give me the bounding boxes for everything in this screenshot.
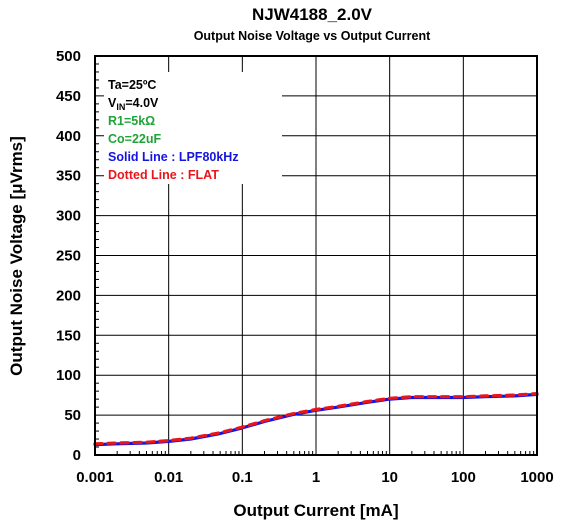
x-tick-label: 0.01 bbox=[154, 469, 183, 486]
x-tick-label: 100 bbox=[451, 469, 476, 486]
x-tick-label: 10 bbox=[381, 469, 398, 486]
y-tick-label: 350 bbox=[56, 168, 81, 185]
y-tick-label: 100 bbox=[56, 367, 81, 384]
annotation-r1: R1=5kΩ bbox=[108, 114, 155, 128]
chart-subtitle: Output Noise Voltage vs Output Current bbox=[194, 29, 431, 43]
annotation-solid-line: Solid Line : LPF80kHz bbox=[108, 150, 239, 164]
annotation-vin-main: V bbox=[108, 96, 117, 110]
plot-frame bbox=[94, 55, 538, 456]
y-tick-label: 200 bbox=[56, 287, 81, 304]
annotation-box: Ta=25ºC VIN=4.0V R1=5kΩ Co=22uF Solid Li… bbox=[104, 72, 282, 184]
annotation-dotted-line: Dotted Line : FLAT bbox=[108, 168, 219, 182]
series-flat-line bbox=[93, 392, 539, 446]
y-tick-labels: 0 50 100 150 200 250 300 350 400 450 500 bbox=[56, 48, 81, 464]
annotation-vin-value: =4.0V bbox=[125, 96, 159, 110]
annotation-temperature: Ta=25ºC bbox=[108, 78, 156, 92]
x-tick-label: 0.1 bbox=[232, 469, 253, 486]
y-tick-label: 500 bbox=[56, 48, 81, 65]
series-layer bbox=[93, 392, 539, 447]
y-tick-label: 400 bbox=[56, 128, 81, 145]
annotation-background bbox=[104, 72, 282, 184]
x-tick-labels: 0.001 0.01 0.1 1 10 100 1000 bbox=[76, 469, 553, 486]
annotation-vin-sub: IN bbox=[116, 102, 125, 112]
y-tick-label: 300 bbox=[56, 208, 81, 225]
x-axis-label: Output Current [mA] bbox=[233, 501, 398, 520]
y-axis-label: Output Noise Voltage [μVrms] bbox=[7, 136, 26, 376]
y-tick-label: 450 bbox=[56, 88, 81, 105]
x-tick-label: 1 bbox=[312, 469, 320, 486]
y-tick-label: 250 bbox=[56, 248, 81, 265]
y-tick-label: 0 bbox=[73, 447, 81, 464]
x-tick-label: 0.001 bbox=[76, 469, 114, 486]
y-tick-label: 150 bbox=[56, 327, 81, 344]
annotation-co: Co=22uF bbox=[108, 132, 162, 146]
annotation-input-voltage: VIN=4.0V bbox=[108, 96, 159, 112]
x-tick-label: 1000 bbox=[520, 469, 553, 486]
y-tick-label: 50 bbox=[64, 407, 81, 424]
chart-title: NJW4188_2.0V bbox=[252, 5, 373, 24]
